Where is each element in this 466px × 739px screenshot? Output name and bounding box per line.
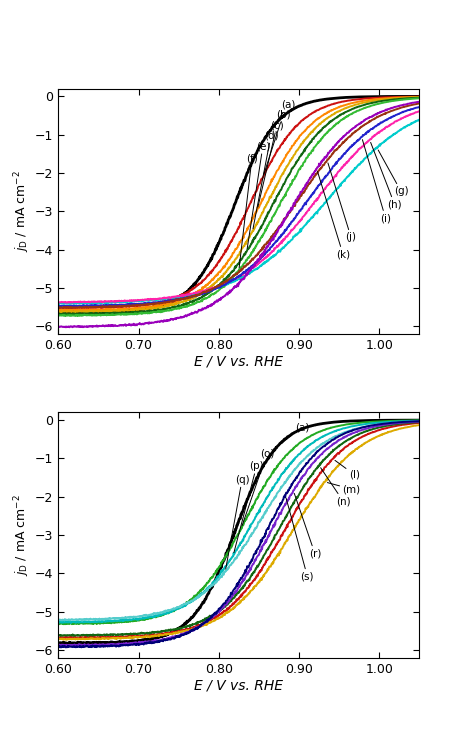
Text: (k): (k) (317, 171, 350, 259)
Y-axis label: $j_{\mathrm{D}}$ / mA cm$^{-2}$: $j_{\mathrm{D}}$ / mA cm$^{-2}$ (13, 494, 32, 576)
Text: (h): (h) (370, 143, 402, 209)
Text: (f): (f) (239, 154, 258, 268)
Text: (d): (d) (253, 131, 278, 229)
Text: (e): (e) (247, 141, 270, 248)
Text: (l): (l) (335, 460, 360, 480)
Text: (b): (b) (264, 109, 290, 174)
Text: (i): (i) (363, 140, 391, 223)
Text: (p): (p) (234, 461, 264, 553)
Text: (g): (g) (378, 150, 408, 197)
Text: (s): (s) (286, 498, 314, 582)
Text: (c): (c) (258, 120, 284, 207)
Text: (o): (o) (242, 449, 274, 525)
Text: (m): (m) (328, 483, 361, 494)
X-axis label: E / V vs. RHE: E / V vs. RHE (194, 355, 283, 369)
Y-axis label: $j_{\mathrm{D}}$ / mA cm$^{-2}$: $j_{\mathrm{D}}$ / mA cm$^{-2}$ (13, 171, 32, 252)
Text: (r): (r) (295, 494, 321, 559)
Text: (a): (a) (279, 422, 309, 446)
Text: (a): (a) (267, 100, 296, 135)
Text: (q): (q) (226, 474, 249, 569)
Text: (j): (j) (328, 163, 356, 242)
Text: (n): (n) (321, 468, 350, 506)
X-axis label: E / V vs. RHE: E / V vs. RHE (194, 678, 283, 692)
